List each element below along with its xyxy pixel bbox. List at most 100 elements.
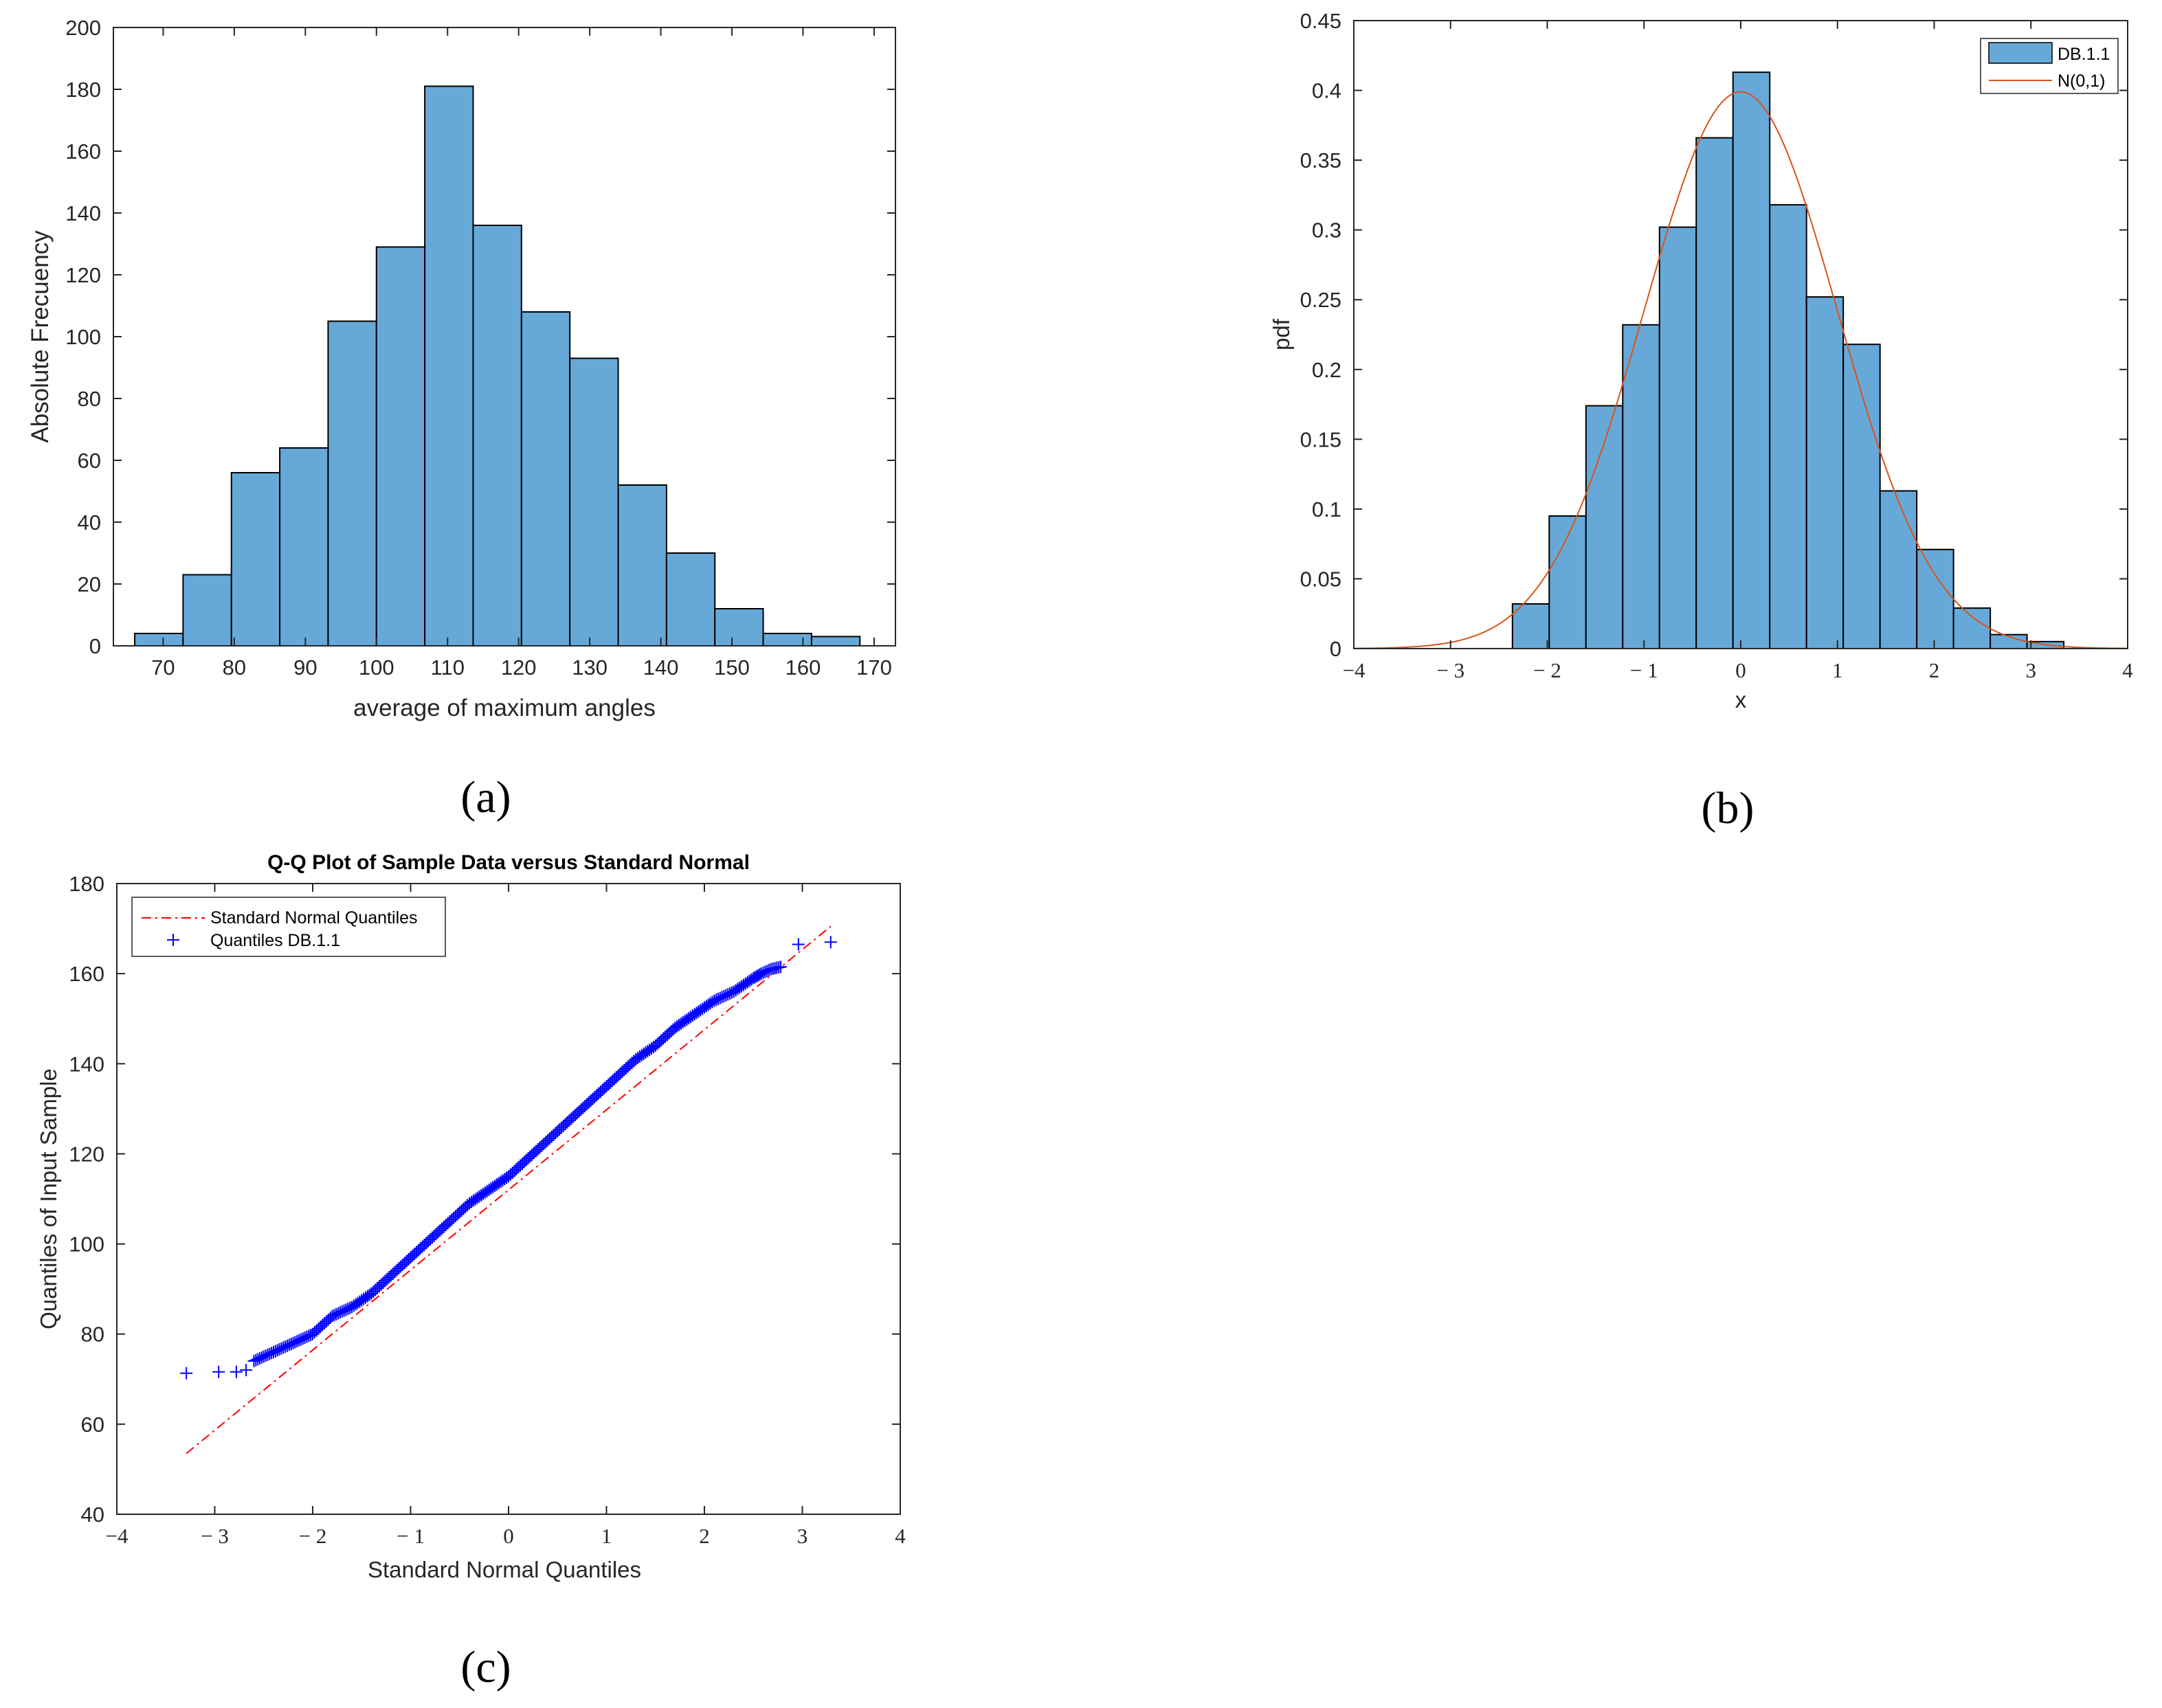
panel-b-legend-label-hist: DB.1.1 — [2058, 45, 2110, 64]
y-tick-label: 0 — [89, 634, 101, 658]
panel-a-histogram: 70 80 90 100 110 120 130 140 150 160 170 0 20 40 60 80… — [27, 16, 896, 822]
qq-point — [240, 1364, 253, 1377]
x-tick-label: − 2 — [299, 1524, 327, 1548]
panel-a-x-ticks: 70 80 90 100 110 120 130 140 150 160 170 — [151, 27, 892, 679]
x-tick-label: 3 — [2026, 658, 2037, 682]
y-tick-label: 0.45 — [1300, 9, 1341, 33]
y-tick-label: 100 — [69, 1233, 104, 1257]
histogram-bar — [375, 246, 426, 647]
x-tick-label: −4 — [1343, 658, 1366, 682]
y-tick-label: 0.1 — [1312, 497, 1341, 521]
y-tick-label: 80 — [78, 387, 101, 411]
y-tick-label: 0 — [1330, 637, 1341, 661]
panel-b-y-axis-label: pdf — [1269, 318, 1294, 350]
histogram-bar — [520, 311, 571, 647]
histogram-bar — [134, 633, 184, 647]
qq-point — [752, 969, 765, 982]
y-tick-label: 60 — [78, 449, 101, 473]
histogram-bar — [327, 320, 377, 647]
panel-b-y-ticks: 0 0.05 0.1 0.15 0.2 0.25 0.3 0.35 0.4 0.45 — [1300, 9, 2128, 661]
y-tick-label: 200 — [65, 16, 101, 40]
x-tick-label: 140 — [643, 655, 679, 679]
y-tick-label: 0.05 — [1300, 567, 1341, 591]
panel-c-x-axis-label: Standard Normal Quantiles — [368, 1557, 641, 1582]
histogram-bar — [1695, 137, 1734, 649]
y-tick-label: 160 — [65, 139, 101, 164]
x-tick-label: − 1 — [397, 1524, 425, 1548]
panel-c-qq-plot: −4 − 3 − 2 − 1 0 1 2 3 4 40 60 80 100 120 140 160 180 Q… — [36, 851, 906, 1692]
histogram-bar — [1732, 71, 1771, 649]
panel-a-y-ticks: 0 20 40 60 80 100 120 140 160 180 200 — [65, 16, 895, 658]
x-tick-label: 0 — [503, 1524, 514, 1548]
y-tick-label: 80 — [81, 1323, 104, 1347]
histogram-bar — [279, 447, 329, 647]
x-tick-label: 2 — [699, 1524, 710, 1548]
x-tick-label: 100 — [359, 655, 394, 679]
panel-a-caption: (a) — [460, 772, 511, 822]
y-tick-label: 0.35 — [1300, 148, 1341, 172]
histogram-bar — [810, 636, 861, 647]
y-tick-label: 0.15 — [1300, 427, 1341, 451]
histogram-bar — [1511, 603, 1550, 650]
histogram-bar — [1622, 324, 1660, 649]
x-tick-label: 130 — [572, 655, 608, 679]
panel-b-caption: (b) — [1702, 783, 1754, 833]
x-tick-label: 170 — [856, 655, 892, 679]
qq-point — [212, 1365, 225, 1378]
y-tick-label: 120 — [69, 1142, 104, 1166]
y-tick-label: 160 — [69, 962, 104, 986]
x-tick-label: 3 — [797, 1524, 808, 1548]
x-tick-label: 4 — [895, 1524, 906, 1548]
panel-b-x-axis-label: x — [1735, 687, 1747, 712]
panel-c-y-ticks: 40 60 80 100 120 140 160 180 — [69, 872, 900, 1527]
x-tick-label: 120 — [501, 655, 537, 679]
x-tick-label: 150 — [714, 655, 750, 679]
x-tick-label: 1 — [601, 1524, 612, 1548]
panel-b-legend-label-curve: N(0,1) — [2058, 71, 2105, 91]
histogram-bar — [1879, 490, 1918, 649]
histogram-bar — [1952, 607, 1992, 649]
y-tick-label: 40 — [78, 510, 101, 535]
histogram-bar — [182, 574, 232, 647]
y-tick-label: 0.3 — [1312, 218, 1341, 243]
x-tick-label: 2 — [1929, 658, 1940, 682]
panel-b-bars — [1511, 71, 2065, 650]
x-tick-label: 110 — [431, 655, 465, 679]
x-tick-label: 0 — [1735, 658, 1746, 682]
y-tick-label: 180 — [65, 78, 101, 102]
y-tick-label: 140 — [69, 1052, 104, 1076]
x-tick-label: − 3 — [1436, 658, 1464, 682]
panel-c-plot-area — [117, 884, 900, 1514]
qq-point — [774, 960, 788, 974]
panel-a-y-axis-label: Absolute Frecuency — [27, 230, 54, 443]
y-tick-label: 140 — [65, 201, 101, 225]
histogram-bar — [569, 357, 619, 647]
histogram-bar — [1805, 296, 1845, 649]
x-tick-label: 4 — [2122, 658, 2133, 682]
histogram-bar — [472, 225, 522, 647]
x-tick-label: −4 — [106, 1524, 129, 1548]
x-tick-label: − 2 — [1533, 658, 1561, 682]
x-tick-label: 70 — [151, 655, 175, 679]
y-tick-label: 20 — [78, 572, 101, 596]
panel-c-x-ticks: −4 − 3 − 2 − 1 0 1 2 3 4 — [106, 884, 906, 1548]
histogram-bar — [714, 608, 764, 647]
panel-c-legend-label-markers: Quantiles DB.1.1 — [210, 931, 340, 950]
panel-c-title: Q-Q Plot of Sample Data versus Standard … — [267, 851, 750, 874]
panel-c-y-axis-label: Quantiles of Input Sample — [36, 1068, 61, 1329]
panel-c-legend-marker-swatch — [167, 934, 179, 946]
panel-c-legend-box — [131, 897, 446, 957]
x-tick-label: − 3 — [201, 1524, 229, 1548]
histogram-bar — [665, 552, 716, 647]
histogram-bar — [1769, 204, 1807, 649]
x-tick-label: 160 — [785, 655, 821, 679]
qq-point — [180, 1367, 193, 1380]
panel-a-bars — [134, 85, 861, 647]
y-tick-label: 0.4 — [1312, 79, 1341, 103]
panel-b-x-ticks: −4 − 3 − 2 − 1 0 1 2 3 4 — [1343, 21, 2133, 682]
histogram-bar — [1842, 344, 1881, 649]
y-tick-label: 100 — [65, 325, 101, 349]
x-tick-label: 90 — [293, 655, 317, 679]
y-tick-label: 180 — [69, 872, 104, 896]
x-tick-label: 80 — [223, 655, 246, 679]
